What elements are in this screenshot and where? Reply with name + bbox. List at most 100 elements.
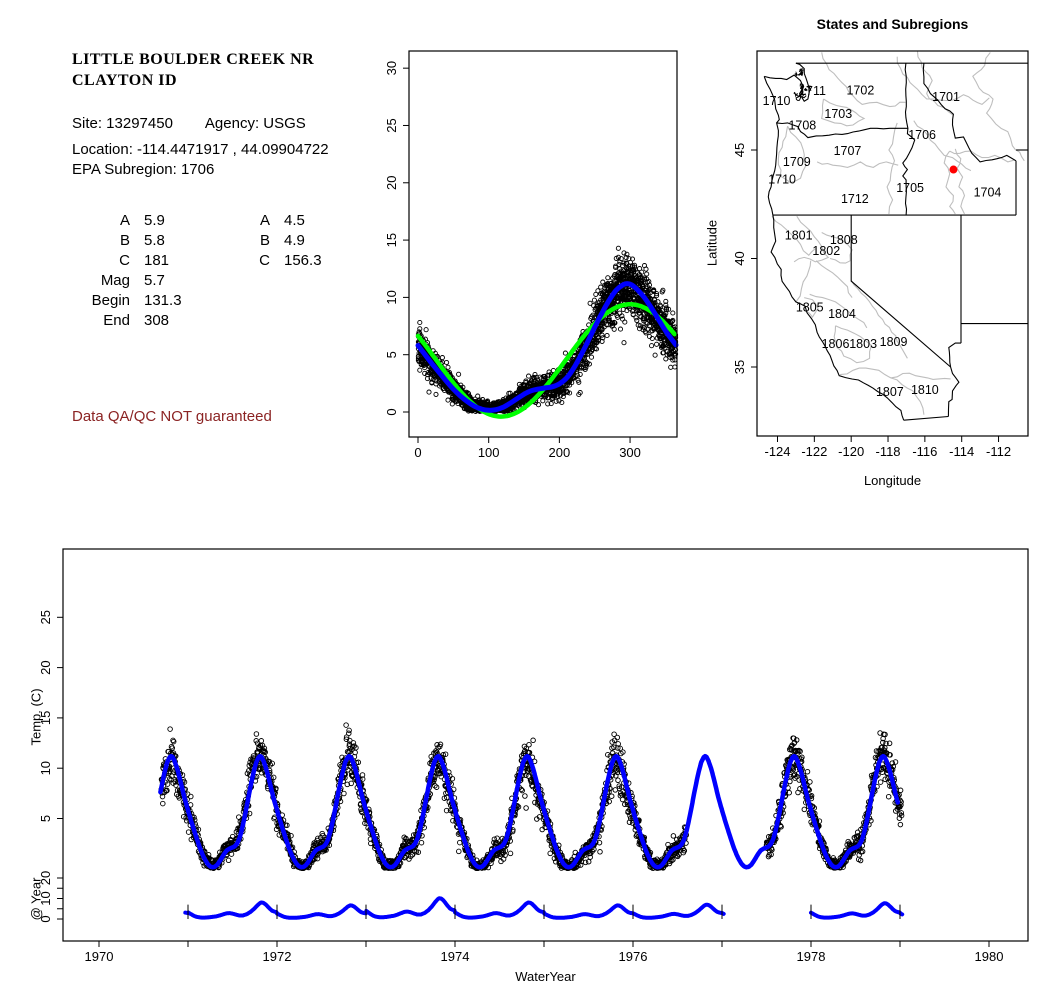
subregion-boundary (972, 52, 1025, 162)
coastline-detail (800, 89, 804, 96)
subregion-boundary (795, 260, 812, 303)
coastline-detail (795, 95, 802, 102)
x-tick-label: -122 (801, 444, 827, 459)
x-tick-label: 1980 (975, 949, 1004, 964)
subregion-boundary (771, 215, 816, 256)
coastline-detail (793, 91, 797, 98)
plot-frame (62, 548, 1029, 942)
param-value: 308 (144, 312, 170, 329)
fit-parameters-table: A 5.9 A 4.5 B 5.8 B 4.9 C 181 C 156.3 Mag 5.7 Begin 131… (75, 211, 364, 331)
x-tick-label: -120 (838, 444, 864, 459)
y-tick-label: 40 (732, 251, 747, 265)
x-tick-label: -116 (912, 444, 937, 459)
param-row: A 5.9 A 4.5 (75, 211, 364, 231)
epa-subregion-line: EPA Subregion: 1706 (72, 161, 215, 178)
region-label-1710: 1710 (763, 94, 791, 108)
x-tick-label: 1972 (263, 949, 292, 964)
station-title: LITTLE BOULDER CREEK NR CLAYTON ID (72, 49, 314, 91)
x-tick-label: 1970 (85, 949, 114, 964)
coastline-detail (799, 83, 804, 91)
region-label-1703: 1703 (824, 107, 852, 121)
param-value: 5.9 (144, 212, 165, 229)
coastline-detail (801, 93, 807, 99)
site-id: Site: 13297450 (72, 115, 173, 132)
plot-frame (408, 50, 678, 438)
x-tick-label: -118 (875, 444, 900, 459)
x-tick-label: -114 (949, 444, 974, 459)
y-tick-label: 30 (384, 61, 399, 75)
station-title-line1: LITTLE BOULDER CREEK NR (72, 51, 315, 68)
y-tick-label: 0 (384, 408, 399, 415)
param-value: 5.7 (144, 272, 165, 289)
subregion-boundary (821, 232, 853, 264)
qa-warning: Data QA/QC NOT guaranteed (72, 408, 272, 425)
y-tick-label: 15 (38, 711, 53, 725)
x-tick-label: 1978 (797, 949, 826, 964)
subregion-boundary (850, 279, 908, 359)
region-label-1808: 1808 (830, 233, 858, 247)
sub-y-tick-label: 10 (38, 891, 53, 905)
station-title-line2: CLAYTON ID (72, 72, 178, 89)
region-label-1801: 1801 (785, 229, 813, 243)
state-border (902, 63, 916, 216)
blue-fit-curve (415, 281, 679, 413)
region-label-1809: 1809 (880, 335, 908, 349)
subregion-boundary (777, 125, 807, 184)
state-border (776, 122, 908, 139)
x-tick-label: 300 (619, 445, 641, 460)
x-tick-label: 1974 (441, 949, 470, 964)
state-border (763, 76, 905, 421)
subregion-boundary (886, 122, 898, 215)
subregion-boundary (815, 260, 853, 298)
y-tick-label: 20 (38, 660, 53, 674)
x-tick-label: 1976 (619, 949, 648, 964)
seasonal-fit-curve (158, 753, 901, 870)
subregion-boundary (890, 372, 951, 380)
y-tick-label: 25 (384, 118, 399, 132)
region-label-1807: 1807 (876, 385, 904, 399)
region-label-1704: 1704 (974, 185, 1002, 199)
param-label: B (259, 232, 270, 249)
coastline-detail (796, 92, 801, 99)
region-label-1806: 1806 (822, 337, 850, 351)
temperature-timeseries: 1970 1972 1974 1976 1978 1980 5 10 15 20 25 0 10 20 (38, 548, 1029, 964)
map-xaxis-title: Longitude (863, 473, 922, 488)
state-border (850, 215, 951, 368)
y-tick-label: 35 (732, 360, 747, 374)
subregion-boundary (916, 51, 954, 116)
param-value: 5.8 (144, 232, 165, 249)
region-label-1804: 1804 (828, 307, 856, 321)
param-value: 4.5 (284, 212, 305, 229)
region-label-1711: 1711 (799, 84, 826, 98)
y-tick-label: 5 (38, 815, 53, 822)
site-marker (949, 165, 958, 174)
x-tick-label: -124 (764, 444, 790, 459)
subregion-boundary (943, 150, 956, 215)
site-agency-line: Site: 13297450 Agency: USGS (72, 115, 306, 132)
coastline-detail (800, 71, 804, 77)
param-label: C (119, 252, 130, 269)
subregion-boundary (833, 325, 873, 364)
state-border (948, 342, 961, 368)
region-label-1810: 1810 (911, 383, 939, 397)
sub-y-tick-label: 0 (38, 915, 53, 922)
agency-label: Agency: USGS (204, 115, 306, 132)
state-border (947, 366, 960, 417)
sub-y-tick-label: 20 (38, 871, 53, 885)
param-label: Mag (100, 272, 130, 289)
coastline-detail (804, 87, 809, 92)
region-label-1708: 1708 (788, 119, 816, 133)
coastline-detail (806, 85, 812, 91)
region-label-1802: 1802 (812, 244, 840, 258)
param-row: B 5.8 B 4.9 (75, 231, 364, 251)
subregion-boundary (954, 148, 966, 215)
subregion-boundary (809, 293, 868, 329)
region-label-1712: 1712 (841, 192, 869, 206)
param-label: B (119, 232, 130, 249)
y-tick-label: 15 (384, 233, 399, 247)
location-line: Location: -114.4471917 , 44.09904722 (72, 141, 329, 158)
subregion-boundary (793, 215, 830, 263)
state-border (764, 62, 810, 102)
